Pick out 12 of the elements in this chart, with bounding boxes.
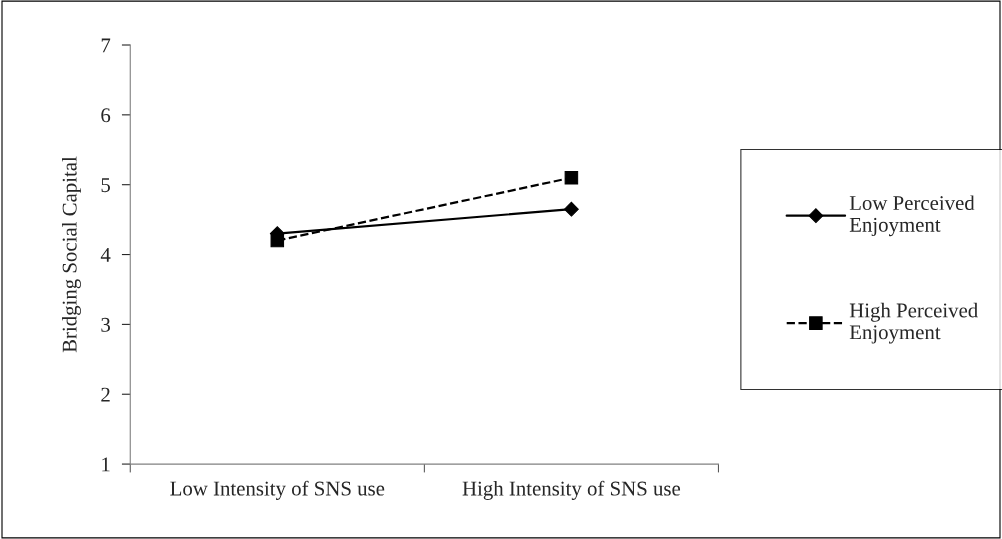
legend-label: High Perceived Enjoyment bbox=[849, 302, 978, 344]
x-tick-label: Low Intensity of SNS use bbox=[170, 480, 385, 500]
y-tick-label: 7 bbox=[101, 38, 111, 53]
y-tick-label: 6 bbox=[101, 108, 111, 123]
x-tick-label: High Intensity of SNS use bbox=[462, 480, 681, 500]
y-axis-title: Bridging Social Capital bbox=[62, 156, 81, 353]
y-tick-label: 4 bbox=[100, 248, 111, 262]
y-tick-label: 1 bbox=[102, 457, 110, 472]
y-tick-label: 5 bbox=[101, 178, 110, 193]
y-tick-label: 3 bbox=[101, 317, 110, 332]
y-tick-label: 2 bbox=[101, 387, 110, 402]
legend-label: Low Perceived Enjoyment bbox=[849, 195, 975, 237]
